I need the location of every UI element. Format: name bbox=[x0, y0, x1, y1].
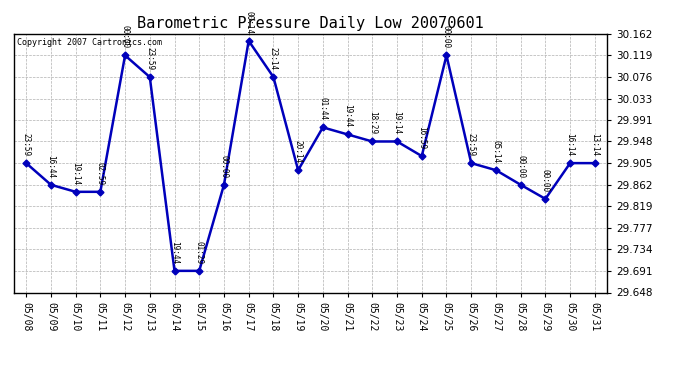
Text: 19:14: 19:14 bbox=[71, 162, 80, 185]
Text: 23:14: 23:14 bbox=[269, 47, 278, 70]
Text: 02:59: 02:59 bbox=[96, 162, 105, 185]
Text: 23:59: 23:59 bbox=[466, 133, 475, 156]
Text: 16:44: 16:44 bbox=[46, 155, 55, 178]
Text: 19:14: 19:14 bbox=[393, 111, 402, 135]
Text: 23:59: 23:59 bbox=[21, 133, 30, 156]
Text: 23:59: 23:59 bbox=[146, 47, 155, 70]
Text: 16:59: 16:59 bbox=[417, 126, 426, 149]
Text: 00:00: 00:00 bbox=[541, 169, 550, 192]
Text: 19:44: 19:44 bbox=[343, 104, 352, 128]
Text: 20:14: 20:14 bbox=[294, 140, 303, 163]
Text: 00:14: 00:14 bbox=[244, 11, 253, 34]
Text: 00:00: 00:00 bbox=[219, 155, 228, 178]
Text: 00:00: 00:00 bbox=[442, 26, 451, 48]
Text: 05:14: 05:14 bbox=[491, 140, 500, 163]
Text: 16:14: 16:14 bbox=[566, 133, 575, 156]
Text: 01:44: 01:44 bbox=[318, 98, 327, 120]
Text: 19:44: 19:44 bbox=[170, 241, 179, 264]
Text: 01:29: 01:29 bbox=[195, 241, 204, 264]
Text: 00:00: 00:00 bbox=[121, 26, 130, 48]
Title: Barometric Pressure Daily Low 20070601: Barometric Pressure Daily Low 20070601 bbox=[137, 16, 484, 31]
Text: 13:14: 13:14 bbox=[591, 133, 600, 156]
Text: 00:00: 00:00 bbox=[516, 155, 525, 178]
Text: 18:29: 18:29 bbox=[368, 111, 377, 135]
Text: Copyright 2007 Cartronics.com: Copyright 2007 Cartronics.com bbox=[17, 38, 161, 46]
